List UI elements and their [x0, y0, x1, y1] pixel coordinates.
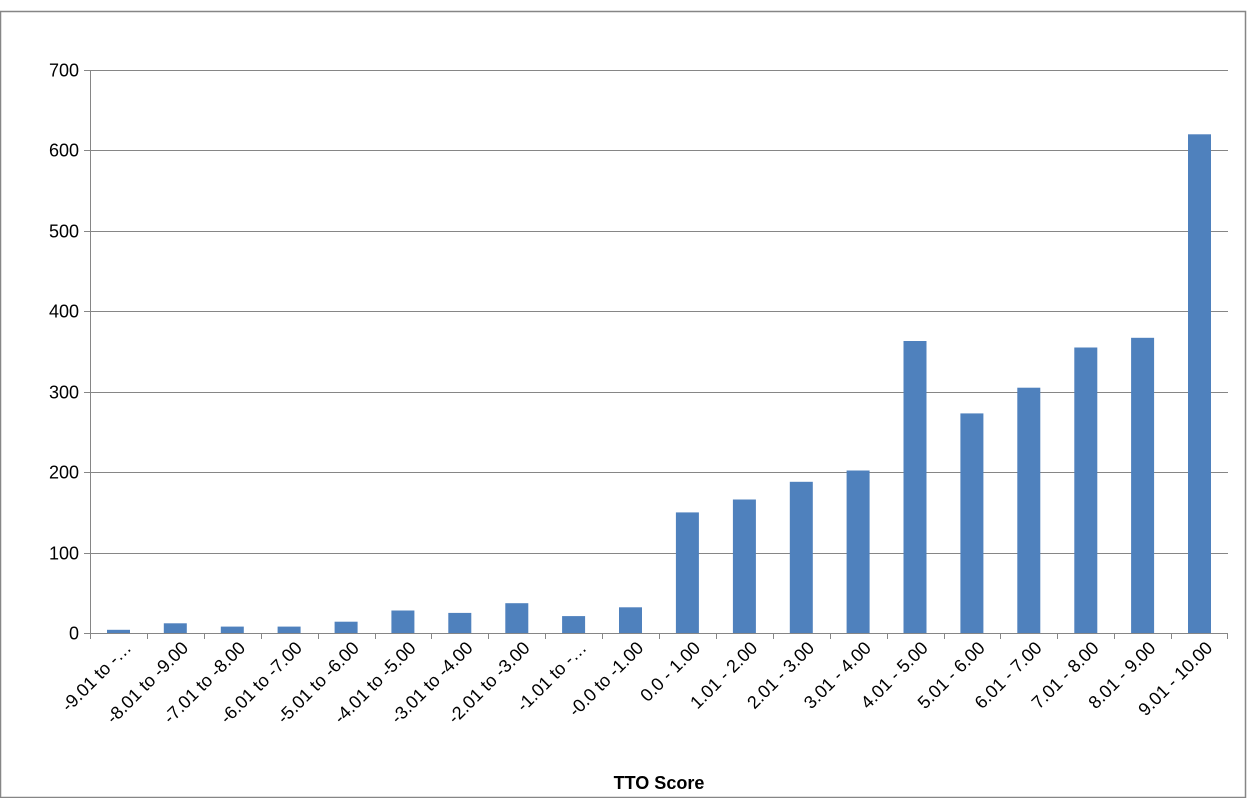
bar [903, 341, 927, 633]
y-tick-label: 0 [69, 624, 79, 644]
y-tick-label: 300 [49, 383, 79, 403]
bar [277, 626, 301, 633]
bar [846, 470, 870, 633]
y-tick-label: 100 [49, 544, 79, 564]
bar [163, 623, 187, 633]
y-tick-label: 600 [49, 141, 79, 161]
bar [619, 607, 642, 633]
bar [220, 626, 244, 633]
bar [334, 621, 358, 633]
bar [1017, 387, 1041, 633]
y-tick-label: 400 [49, 302, 79, 322]
bar [1074, 347, 1098, 633]
bar [505, 603, 529, 633]
bar [789, 481, 813, 633]
bar [732, 499, 756, 633]
bar [1131, 337, 1155, 633]
y-tick-label: 700 [49, 61, 79, 81]
x-axis-title: TTO Score [614, 773, 705, 793]
bars [107, 134, 1211, 634]
y-tick-label: 200 [49, 463, 79, 483]
bar [1188, 134, 1211, 634]
bar [391, 610, 415, 633]
bar [960, 413, 984, 633]
bar [448, 612, 472, 633]
y-axis-ticks: 0 100 200 300 400 500 600 700 [49, 61, 79, 644]
bar [675, 512, 699, 633]
bar [562, 616, 586, 633]
bar [107, 629, 130, 633]
gridlines [84, 70, 1228, 634]
y-tick-label: 500 [49, 222, 79, 242]
